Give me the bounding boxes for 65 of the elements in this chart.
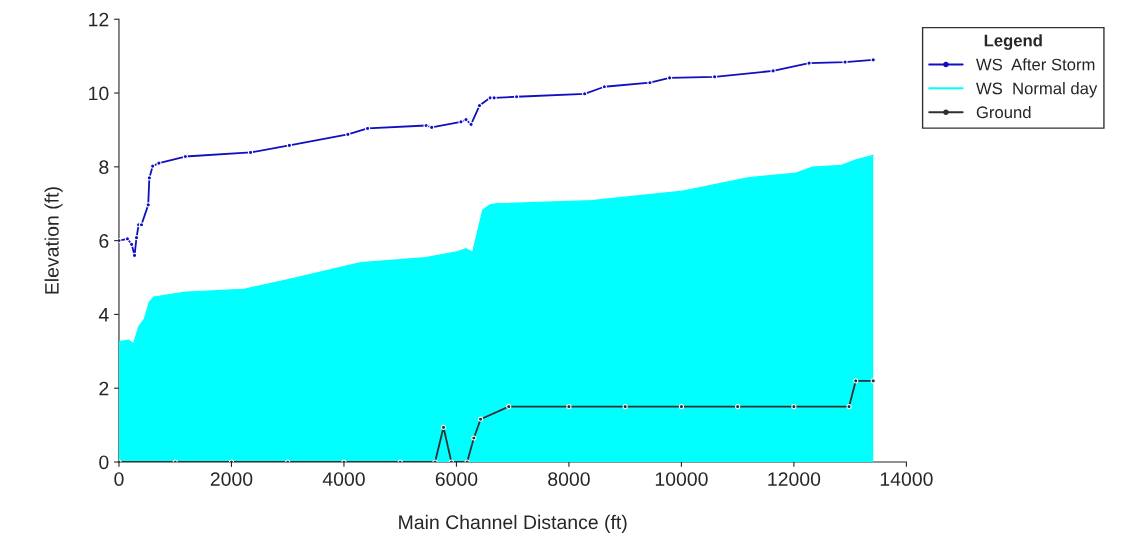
point [118,459,122,462]
point [770,68,776,74]
point [712,74,718,80]
point [133,235,140,241]
y-tick-label: 2 [99,381,109,396]
point [506,404,512,410]
point [146,175,152,181]
point [468,121,474,128]
legend-label: WS Normal day [976,82,1098,98]
x-tick-label: 6000 [435,472,478,486]
point [622,404,628,410]
point [514,94,520,100]
y-tick-label: 6 [99,234,109,248]
point [476,102,483,109]
point [478,416,484,422]
point [735,404,741,410]
point [806,60,812,66]
x-tick-label: 10000 [655,472,708,486]
point [440,424,447,430]
point [471,435,477,441]
point [491,95,497,101]
x-tick-label: 8000 [548,472,590,486]
y-tick-label: 4 [98,308,109,322]
point [458,119,464,125]
x-tick-label: 2000 [210,472,253,486]
x-tick-label: 12000 [768,472,821,486]
point [247,149,254,156]
point [601,84,607,90]
y-tick-label: 12 [89,12,109,27]
point [791,404,797,410]
x-axis-title: Main Channel Distance (ft) [399,514,627,533]
point [124,236,131,242]
legend-title: Legend [984,34,1042,50]
point [853,378,859,384]
point [870,378,876,384]
point [150,163,156,169]
x-tick-label: 4000 [322,472,365,486]
point [118,238,122,244]
x-tick-label: 14000 [880,472,933,486]
point [145,202,151,208]
point [870,57,876,63]
point [678,404,685,410]
point [566,404,572,410]
point [487,95,493,101]
point [131,252,138,258]
point [667,75,673,81]
point [463,117,469,123]
point [846,404,852,410]
legend-label: Ground [976,105,1031,119]
y-tick-label: 0 [99,455,109,470]
legend-label: WS After Storm [976,58,1095,71]
x-tick-label: 0 [114,472,124,486]
point [423,122,429,129]
y-tick-label: 8 [99,160,109,175]
y-axis-title: Elevation (ft) [44,187,63,294]
point [129,241,135,247]
point [429,124,435,130]
point [182,153,188,160]
point [286,142,292,149]
point [647,80,653,86]
point [156,160,162,166]
y-tick-label: 10 [89,86,109,101]
point [582,91,588,97]
point [842,59,848,65]
point [345,131,351,137]
